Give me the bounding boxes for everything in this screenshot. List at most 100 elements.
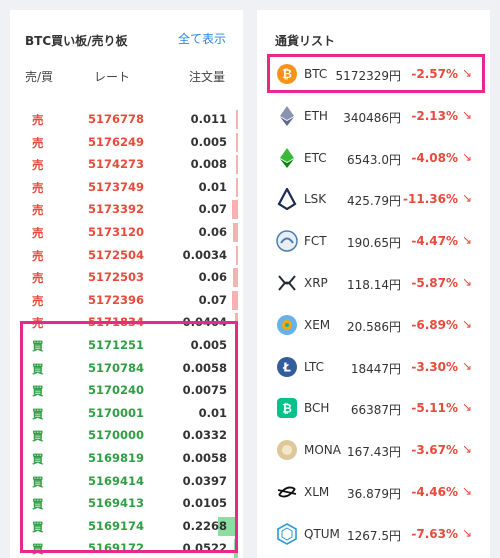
currency-row-ltc[interactable]: Ł LTC 18447円 -3.30% ↘ — [257, 346, 490, 388]
buy-order-row: 買 5170784 0.0058 — [10, 357, 243, 380]
buy-order-row: 買 5169413 0.0105 — [10, 492, 243, 515]
currency-row-bch[interactable]: ₿ BCH 66387円 -5.11% ↘ — [257, 387, 490, 429]
order-qty: 0.005 — [190, 134, 227, 149]
depth-bar — [233, 268, 238, 288]
order-side: 売 — [32, 158, 44, 173]
buy-order-row: 買 5170000 0.0332 — [10, 424, 243, 447]
bch-icon: ₿ — [276, 397, 298, 419]
orderbook-rows: 売 5176778 0.011 売 5176249 0.005 売 5174273 0.008 売… — [10, 108, 243, 558]
header-rate: レート — [94, 70, 131, 84]
currency-change: -6.89% — [411, 317, 458, 332]
order-qty: 0.07 — [198, 292, 227, 307]
order-rate: 5169819 — [88, 450, 145, 465]
currency-row-qtum[interactable]: QTUM 1267.5円 -7.63% ↘ — [257, 513, 490, 555]
currency-symbol: QTUM — [304, 526, 340, 541]
currency-symbol: XRP — [304, 275, 328, 290]
currency-row-etc[interactable]: ETC 6543.0円 -4.08% ↘ — [257, 137, 490, 179]
order-side: 売 — [32, 203, 44, 218]
depth-bar — [218, 516, 238, 536]
show-all-link[interactable]: 全て表示 — [177, 32, 226, 46]
currency-change: -3.67% — [411, 443, 458, 458]
depth-bar — [236, 177, 238, 197]
down-arrow-icon: ↘ — [461, 233, 472, 248]
currency-symbol: ETH — [304, 108, 328, 123]
down-arrow-icon: ↘ — [461, 483, 472, 498]
orderbook-panel: BTC買い板/売り板 全て表示 売/買 レート 注文量 売 5176778 0.01… — [10, 10, 243, 558]
depth-bar — [235, 426, 238, 446]
order-qty: 0.0404 — [182, 315, 227, 330]
down-arrow-icon: ↘ — [461, 149, 472, 164]
depth-bar — [236, 155, 238, 175]
currency-price: 167.43円 — [347, 445, 401, 460]
order-side: 買 — [32, 474, 44, 489]
currency-change: -2.13% — [411, 108, 458, 123]
order-qty: 0.0105 — [182, 496, 227, 511]
currency-price: 20.586円 — [347, 319, 401, 334]
currency-list-title: 通貨リスト — [275, 34, 336, 48]
order-qty: 0.2268 — [182, 518, 227, 533]
order-side: 売 — [32, 316, 44, 331]
order-side: 買 — [32, 519, 44, 534]
order-side: 買 — [32, 542, 44, 557]
buy-order-row: 買 5169819 0.0058 — [10, 447, 243, 470]
order-qty: 0.06 — [198, 224, 227, 239]
order-side: 買 — [32, 406, 44, 421]
header-qty: 注文量 — [188, 70, 225, 84]
down-arrow-icon: ↘ — [461, 442, 472, 457]
header-side: 売/買 — [25, 70, 54, 84]
order-qty: 0.0034 — [182, 247, 227, 262]
currency-change: -7.63% — [411, 526, 458, 541]
sell-order-row: 売 5176778 0.011 — [10, 108, 243, 131]
order-side: 売 — [32, 293, 44, 308]
order-qty: 0.0075 — [182, 383, 227, 398]
currency-symbol: XEM — [304, 317, 331, 332]
sell-order-row: 売 5176249 0.005 — [10, 131, 243, 154]
currency-row-xem[interactable]: XEM 20.586円 -6.89% ↘ — [257, 304, 490, 346]
currency-symbol: BCH — [304, 401, 330, 416]
sell-order-row: 売 5172503 0.06 — [10, 266, 243, 289]
down-arrow-icon: ↘ — [461, 525, 472, 540]
order-rate: 5173749 — [88, 179, 145, 194]
currency-row-xlm[interactable]: XLM 36.879円 -4.46% ↘ — [257, 471, 490, 513]
currency-row-lsk[interactable]: LSK 425.79円 -11.36% ↘ — [257, 178, 490, 220]
order-rate: 5172504 — [88, 247, 145, 262]
depth-bar — [234, 313, 238, 333]
buy-order-row: 買 5170001 0.01 — [10, 402, 243, 425]
currency-price: 118.14円 — [347, 277, 401, 292]
currency-change: -4.46% — [411, 484, 458, 499]
currency-price: 36.879円 — [347, 486, 401, 501]
currency-row-btc[interactable]: ₿ BTC 5172329円 -2.57% ↘ — [257, 53, 490, 95]
order-rate: 5170001 — [88, 405, 145, 420]
currency-list-panel: 通貨リスト ₿ BTC 5172329円 -2.57% ↘ ETH 340486円 -2.13… — [257, 10, 490, 558]
order-rate: 5172396 — [88, 292, 145, 307]
order-qty: 0.005 — [190, 337, 227, 352]
lsk-icon — [276, 187, 298, 211]
depth-bar — [236, 358, 238, 378]
svg-text:Ł: Ł — [282, 360, 291, 374]
currency-price: 18447円 — [350, 361, 401, 376]
etc-icon — [276, 147, 298, 169]
buy-order-row: 買 5169172 0.0522 — [10, 537, 243, 558]
depth-bar — [233, 539, 238, 558]
depth-bar — [236, 245, 238, 265]
order-qty: 0.0332 — [182, 428, 227, 443]
currency-price: 190.65円 — [347, 236, 401, 251]
currency-symbol: FCT — [304, 234, 327, 249]
xlm-icon — [276, 481, 298, 503]
sell-order-row: 売 5174273 0.008 — [10, 153, 243, 176]
currency-row-mona[interactable]: MONA 167.43円 -3.67% ↘ — [257, 429, 490, 471]
svg-text:₿: ₿ — [282, 67, 292, 81]
order-qty: 0.0522 — [182, 541, 227, 556]
buy-order-row: 買 5169174 0.2268 — [10, 515, 243, 538]
currency-row-eth[interactable]: ETH 340486円 -2.13% ↘ — [257, 95, 490, 137]
currency-change: -5.11% — [411, 401, 458, 416]
btc-icon: ₿ — [276, 63, 298, 85]
currency-row-fct[interactable]: FCT 190.65円 -4.47% ↘ — [257, 220, 490, 262]
order-qty: 0.07 — [198, 202, 227, 217]
currency-price: 66387円 — [350, 403, 401, 418]
depth-bar — [236, 494, 238, 514]
currency-row-xrp[interactable]: XRP 118.14円 -5.87% ↘ — [257, 262, 490, 304]
depth-bar — [236, 110, 238, 129]
order-rate: 5170240 — [88, 383, 145, 398]
currency-change: -2.57% — [411, 67, 458, 81]
